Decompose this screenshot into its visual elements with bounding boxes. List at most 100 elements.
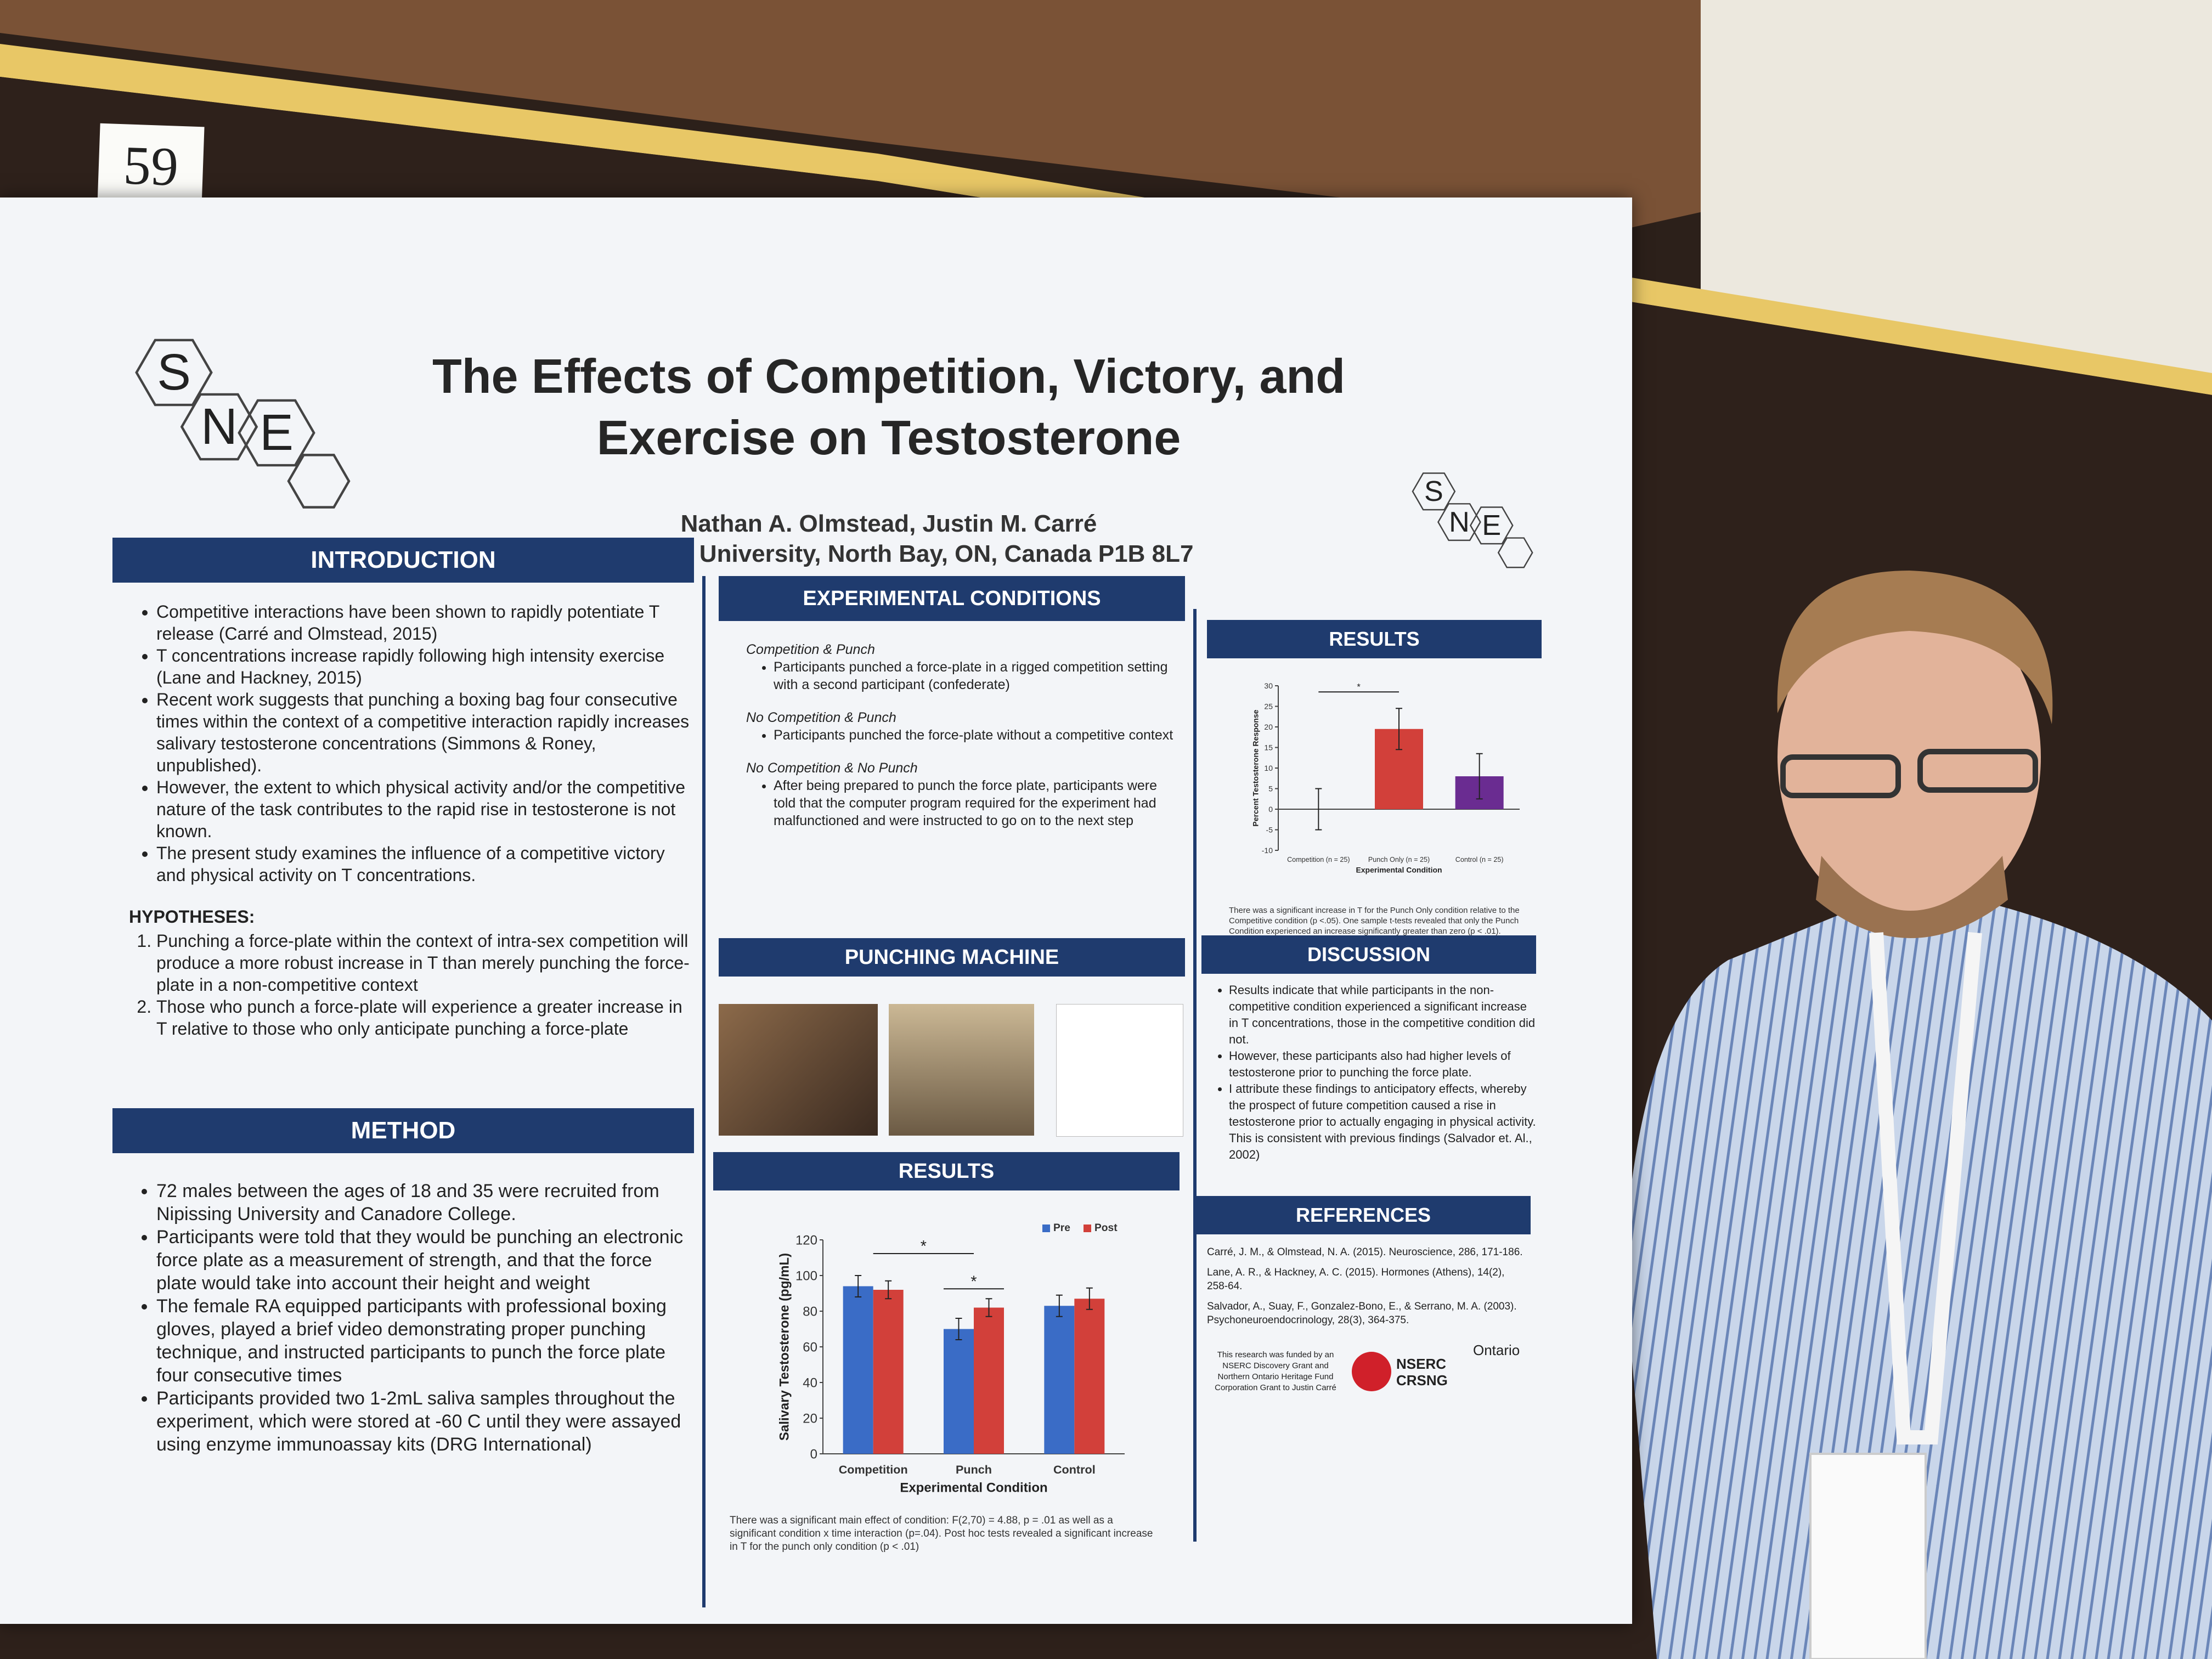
y-tick-label: 0 — [1268, 805, 1273, 814]
y-tick-label: 120 — [795, 1233, 817, 1248]
bar — [974, 1307, 1004, 1454]
y-tick-label: 5 — [1268, 784, 1273, 793]
list-item: Competitive interactions have been shown… — [156, 601, 694, 645]
section-heading: PUNCHING MACHINE — [719, 938, 1185, 977]
legend-swatch — [1042, 1224, 1050, 1232]
y-tick-label: 10 — [1264, 764, 1273, 772]
list-item: Those who punch a force-plate will exper… — [156, 996, 694, 1040]
section-body: 72 males between the ages of 18 and 35 w… — [112, 1180, 694, 1456]
section-heading: INTRODUCTION — [112, 538, 694, 583]
x-tick-label: Competition — [839, 1463, 908, 1476]
hexagon — [238, 399, 315, 467]
section-heading: METHOD — [112, 1108, 694, 1153]
x-tick-label: Control — [1053, 1463, 1096, 1476]
divider — [702, 576, 706, 1607]
reference: Lane, A. R., & Hackney, A. C. (2015). Ho… — [1207, 1267, 1505, 1292]
y-tick-label: 0 — [810, 1447, 817, 1462]
logo-letter: N — [1449, 506, 1470, 538]
bar — [1044, 1306, 1075, 1454]
authors: Nathan A. Olmstead, Justin M. Carré — [680, 510, 1097, 537]
list-item: The present study examines the influence… — [156, 842, 694, 886]
sponsor-logo: CRSNG — [1396, 1372, 1448, 1389]
list-item: The female RA equipped participants with… — [156, 1295, 694, 1387]
hexagon — [287, 454, 351, 509]
y-axis-label: Salivary Testosterone (pg/mL) — [777, 1253, 792, 1441]
list-item: Participants were told that they would b… — [156, 1226, 694, 1295]
bullet-list: Competitive interactions have been shown… — [112, 601, 694, 886]
hexagon — [1412, 472, 1456, 511]
bullet-list: After being prepared to punch the force … — [746, 777, 1174, 830]
ceiling — [0, 0, 2212, 230]
sponsor-logo: NSERC — [1396, 1356, 1446, 1372]
funding: This research was funded by an NSERC Dis… — [1215, 1350, 1336, 1392]
logo-letter: N — [201, 398, 238, 455]
section-heading: REFERENCES — [1196, 1196, 1531, 1234]
person — [1624, 571, 2212, 1659]
bar — [843, 1286, 873, 1454]
hexagon — [1497, 537, 1533, 568]
list-item: However, the extent to which physical ac… — [156, 776, 694, 842]
significance-label: * — [1357, 681, 1361, 692]
y-axis-label: Percent Testosterone Response — [1251, 709, 1260, 826]
x-tick-label: Competition (n = 25) — [1287, 856, 1350, 864]
subheading: HYPOTHESES: — [129, 907, 255, 927]
trim — [0, 44, 2212, 395]
chart: -10 -5 0 5 10 15 20 25 30 Competition (n = 25) Pun… — [1251, 681, 1520, 874]
section-body: Competitive interactions have been shown… — [112, 601, 694, 1040]
legend-label: Pre — [1053, 1222, 1070, 1234]
x-axis-label: Experimental Condition — [1356, 866, 1442, 874]
caption: There was a significant main effect of c… — [730, 1515, 1153, 1553]
x-tick-label: Punch Only (n = 25) — [1368, 856, 1430, 864]
booth-number: 59 — [97, 123, 205, 210]
section-heading: DISCUSSION — [1201, 935, 1536, 974]
condition-name: Competition & Punch — [746, 642, 875, 657]
photo-machine — [889, 1004, 1034, 1136]
bullet-list: 72 males between the ages of 18 and 35 w… — [112, 1180, 694, 1456]
list-item: Recent work suggests that punching a box… — [156, 689, 694, 776]
logo-mark — [1352, 1352, 1391, 1391]
legend-swatch — [1084, 1224, 1091, 1232]
hexagon — [135, 338, 213, 407]
x-axis-label: Experimental Condition — [900, 1481, 1047, 1496]
photo-graph — [1056, 1004, 1183, 1137]
list-item: Punching a force-plate within the contex… — [156, 930, 694, 996]
logo-letter: S — [157, 343, 191, 400]
y-tick-label: -10 — [1262, 846, 1273, 855]
list-item: 72 males between the ages of 18 and 35 w… — [156, 1180, 694, 1226]
logo-letter: E — [259, 404, 294, 461]
y-tick-label: 25 — [1264, 702, 1273, 710]
chart: 0 20 40 60 80 100 120 Competition Punch Control Ex… — [777, 1222, 1125, 1496]
y-tick-label: 20 — [803, 1411, 817, 1426]
x-tick-label: Control (n = 25) — [1455, 856, 1504, 864]
list-item: I attribute these findings to anticipato… — [1229, 1081, 1536, 1163]
hexagon — [1469, 506, 1514, 545]
section-body: Competition & PunchParticipants punched … — [746, 625, 1174, 830]
divider — [1193, 609, 1197, 1542]
bar — [1074, 1299, 1105, 1454]
numbered-list: Punching a force-plate within the contex… — [112, 930, 694, 1040]
bullet-list: Participants punched the force-plate wit… — [746, 726, 1174, 744]
bullet-list: Participants punched a force-plate in a … — [746, 658, 1174, 693]
section-heading: EXPERIMENTAL CONDITIONS — [719, 576, 1185, 621]
section-heading: RESULTS — [713, 1152, 1180, 1190]
list-item: Participants punched a force-plate in a … — [774, 658, 1174, 693]
bar — [944, 1329, 974, 1454]
list-item: Participants punched the force-plate wit… — [774, 726, 1174, 744]
x-tick-label: Punch — [956, 1463, 992, 1476]
wall — [1701, 0, 2212, 384]
list-item: T concentrations increase rapidly follow… — [156, 645, 694, 689]
condition-name: No Competition & No Punch — [746, 760, 918, 776]
hexagon — [180, 393, 258, 461]
list-item: Results indicate that while participants… — [1229, 982, 1536, 1048]
y-tick-label: 40 — [803, 1375, 817, 1390]
logo-letter: S — [1424, 476, 1443, 507]
y-tick-label: 80 — [803, 1304, 817, 1319]
y-tick-label: 100 — [795, 1268, 817, 1283]
condition-name: No Competition & Punch — [746, 710, 896, 725]
y-tick-label: 15 — [1264, 743, 1273, 752]
section-heading: RESULTS — [1207, 620, 1542, 658]
list-item: Participants provided two 1-2mL saliva s… — [156, 1387, 694, 1456]
